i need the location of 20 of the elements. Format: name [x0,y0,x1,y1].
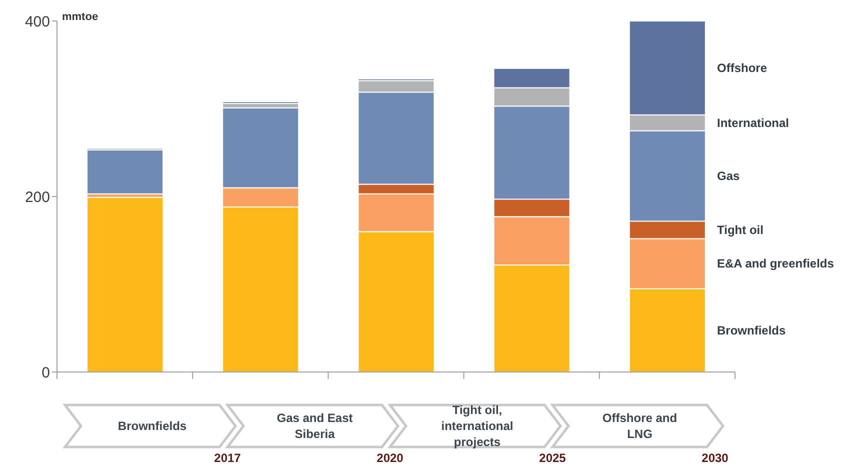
series-label: Offshore [717,60,768,75]
bar [86,196,164,372]
y-tick-label: 0 [42,364,50,382]
text: Tight oil, international projects [441,403,514,449]
series-label: Tight oil [717,222,764,237]
text: Offshore and LNG [602,411,678,441]
text: 2017 [214,451,242,465]
text: Brownfields [118,419,187,433]
series-label: Gas [717,168,740,183]
text: 2020 [376,451,404,465]
series-label: International [717,116,790,130]
y-tick-label: 200 [24,188,50,206]
series-label: Brownfields [717,323,786,338]
text: Gas and East Siberia [276,411,353,441]
y-tick-label: 400 [24,13,50,30]
series-label: E&A and greenfields [717,256,834,271]
bar [86,149,164,194]
text: 2025 [539,451,566,465]
y-axis-title: mmtoe [62,11,98,23]
text: 2030 [702,451,729,465]
